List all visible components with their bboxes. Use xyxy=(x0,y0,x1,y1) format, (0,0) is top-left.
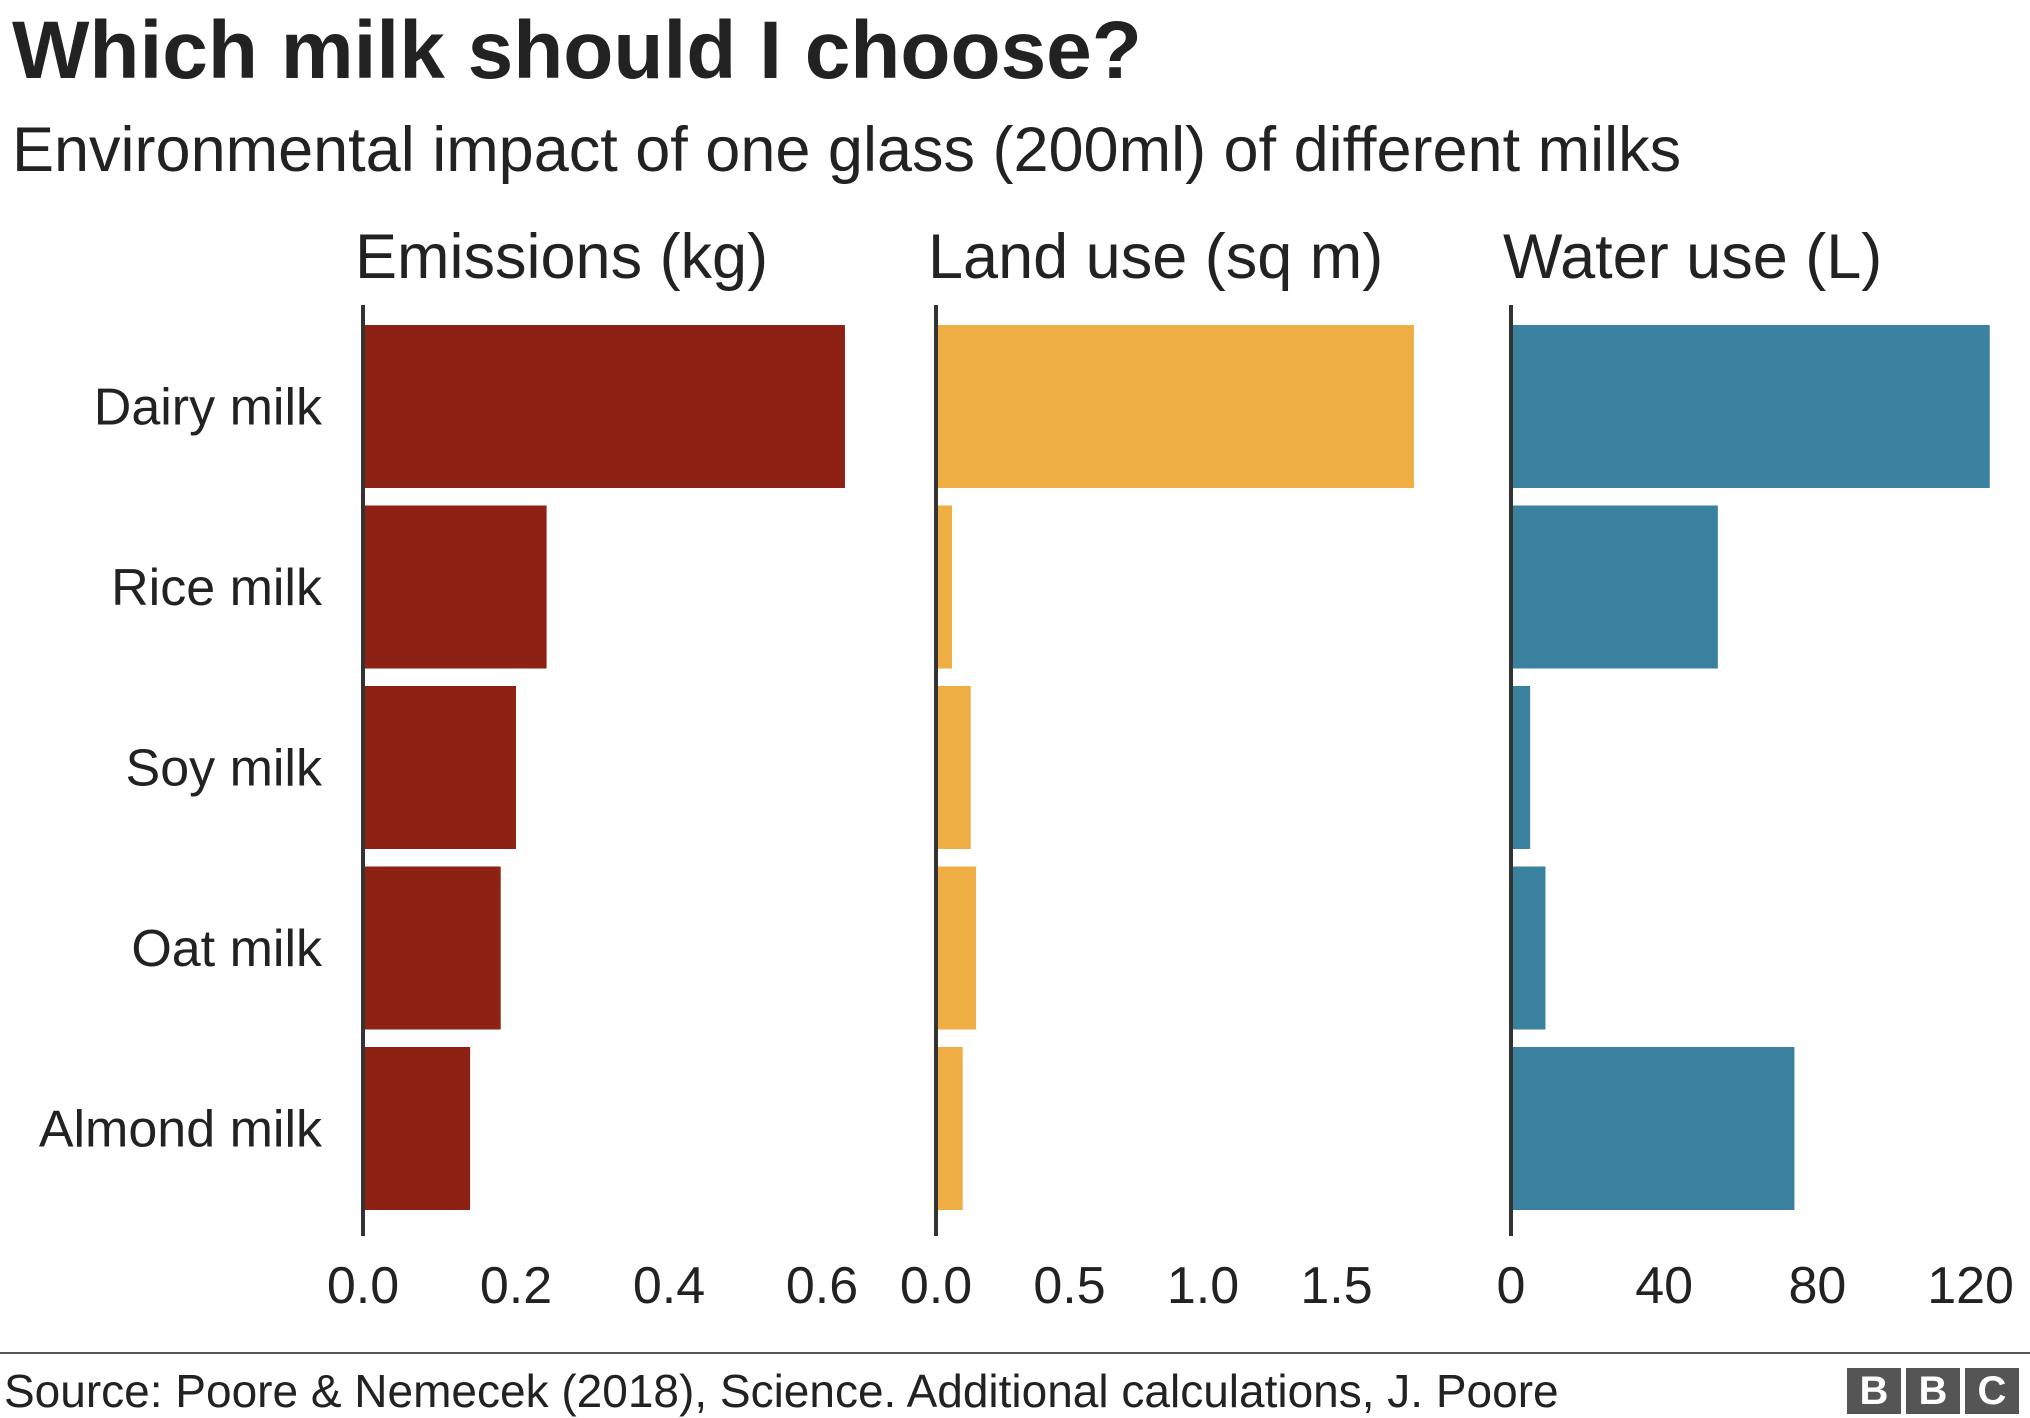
bbc-logo-letter: B xyxy=(1847,1368,1901,1414)
bar-dairy-milk xyxy=(1511,325,1990,488)
bar-dairy-milk xyxy=(363,325,845,488)
category-label: Dairy milk xyxy=(94,379,323,437)
bar-rice-milk xyxy=(936,505,953,669)
tick-label: 0.6 xyxy=(786,1257,858,1315)
tick-label: 40 xyxy=(1635,1257,1693,1315)
bar-soy-milk xyxy=(1511,686,1531,849)
panel-title: Water use (L) xyxy=(1503,222,1882,292)
category-label: Rice milk xyxy=(111,559,323,617)
panel-title: Land use (sq m) xyxy=(928,222,1383,292)
tick-label: 1.5 xyxy=(1300,1257,1372,1315)
bar-soy-milk xyxy=(936,686,971,849)
bar-soy-milk xyxy=(363,686,516,849)
tick-label: 120 xyxy=(1927,1257,2014,1315)
bar-oat-milk xyxy=(363,866,501,1030)
tick-label: 0.0 xyxy=(900,1257,972,1315)
tick-label: 0.2 xyxy=(480,1257,552,1315)
bbc-logo-letter: B xyxy=(1906,1368,1960,1414)
bar-rice-milk xyxy=(1511,505,1718,669)
footer-divider xyxy=(0,1352,2030,1354)
bar-almond-milk xyxy=(936,1047,963,1210)
bar-almond-milk xyxy=(363,1047,471,1210)
tick-label: 80 xyxy=(1788,1257,1846,1315)
bar-rice-milk xyxy=(363,505,547,669)
bar-oat-milk xyxy=(936,866,977,1030)
category-label: Soy milk xyxy=(126,740,323,798)
bar-dairy-milk xyxy=(936,325,1414,488)
bbc-logo: B B C xyxy=(1847,1368,2019,1414)
tick-label: 1.0 xyxy=(1167,1257,1239,1315)
bbc-logo-letter: C xyxy=(1965,1368,2019,1414)
tick-label: 0 xyxy=(1497,1257,1526,1315)
chart-subtitle: Environmental impact of one glass (200ml… xyxy=(12,115,1682,185)
category-label: Almond milk xyxy=(39,1101,323,1159)
tick-label: 0.4 xyxy=(633,1257,705,1315)
source-note: Source: Poore & Nemecek (2018), Science.… xyxy=(4,1365,1559,1417)
tick-label: 0.5 xyxy=(1033,1257,1105,1315)
panel-title: Emissions (kg) xyxy=(355,222,768,292)
tick-label: 0.0 xyxy=(327,1257,399,1315)
category-label: Oat milk xyxy=(131,920,323,978)
bar-oat-milk xyxy=(1511,866,1546,1030)
bar-almond-milk xyxy=(1511,1047,1795,1210)
chart-title: Which milk should I choose? xyxy=(12,5,1142,96)
